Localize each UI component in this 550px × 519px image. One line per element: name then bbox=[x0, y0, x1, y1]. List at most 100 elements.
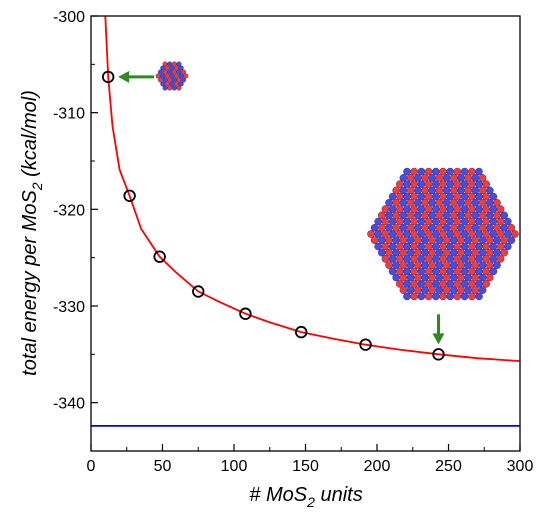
atom bbox=[428, 261, 437, 270]
atom bbox=[377, 236, 386, 244]
atom bbox=[410, 267, 419, 276]
atom bbox=[435, 286, 444, 294]
atom bbox=[395, 217, 404, 226]
arrow-head-1 bbox=[432, 333, 445, 345]
x-tick-label-3: 150 bbox=[292, 458, 319, 475]
atom bbox=[395, 205, 404, 213]
atom bbox=[446, 292, 455, 301]
atom bbox=[403, 267, 411, 276]
atom bbox=[413, 248, 422, 257]
atom bbox=[453, 205, 462, 213]
data-point bbox=[153, 250, 166, 263]
y-axis-label: total energy per MoS2 (kcal/mol) bbox=[19, 90, 45, 376]
atom bbox=[424, 280, 433, 288]
atom bbox=[406, 236, 415, 244]
atom bbox=[478, 286, 487, 294]
atom bbox=[457, 198, 465, 207]
atom bbox=[453, 267, 462, 276]
atom bbox=[485, 248, 494, 257]
atom bbox=[475, 242, 483, 251]
atom bbox=[183, 73, 189, 79]
atom bbox=[406, 174, 415, 182]
atom bbox=[410, 180, 419, 188]
large-nanoparticle-inset bbox=[367, 167, 519, 301]
atom bbox=[388, 267, 397, 276]
y-axis-label-main: total energy per MoS bbox=[19, 190, 41, 376]
atom bbox=[431, 267, 440, 276]
atom bbox=[180, 69, 186, 75]
atom bbox=[403, 217, 411, 226]
atom bbox=[385, 236, 393, 244]
atom bbox=[457, 236, 465, 244]
atom bbox=[449, 174, 458, 182]
atom bbox=[417, 217, 426, 226]
atom bbox=[507, 236, 516, 244]
atom bbox=[471, 211, 480, 220]
x-tick-label-1: 50 bbox=[154, 458, 172, 475]
atom bbox=[171, 85, 177, 91]
atom bbox=[460, 267, 469, 276]
atom bbox=[449, 223, 458, 232]
atom bbox=[421, 261, 429, 270]
atom bbox=[453, 292, 462, 301]
atom bbox=[464, 186, 473, 195]
atom bbox=[475, 292, 483, 301]
atom bbox=[374, 217, 383, 226]
atom bbox=[453, 255, 462, 263]
atom bbox=[410, 230, 419, 238]
atom bbox=[439, 230, 447, 238]
atom bbox=[410, 217, 419, 226]
atom bbox=[417, 267, 426, 276]
y-tick-label-1: -330 bbox=[53, 299, 85, 316]
atom bbox=[453, 180, 462, 188]
atom bbox=[460, 180, 469, 188]
atom bbox=[503, 242, 512, 251]
atom bbox=[442, 198, 451, 207]
atom bbox=[435, 211, 444, 220]
atom bbox=[464, 174, 473, 182]
atom bbox=[403, 255, 411, 263]
atom bbox=[403, 180, 411, 188]
atom bbox=[406, 198, 415, 207]
atom bbox=[489, 255, 498, 263]
atom bbox=[446, 167, 455, 176]
atom bbox=[485, 261, 494, 270]
x-tick-label-0: 0 bbox=[87, 458, 96, 475]
atom bbox=[457, 248, 465, 257]
atom bbox=[475, 180, 483, 188]
atom bbox=[442, 186, 451, 195]
atom bbox=[180, 77, 186, 83]
series-line-1 bbox=[104, 16, 520, 362]
atom bbox=[467, 167, 476, 176]
atom bbox=[431, 180, 440, 188]
atom bbox=[449, 236, 458, 244]
atom bbox=[496, 242, 505, 251]
atom bbox=[392, 198, 401, 207]
atom bbox=[449, 273, 458, 282]
x-axis-label-main: # MoS bbox=[249, 484, 307, 506]
atom bbox=[471, 174, 480, 182]
atom bbox=[424, 255, 433, 263]
atom bbox=[493, 261, 501, 270]
atom bbox=[435, 273, 444, 282]
atom bbox=[478, 261, 487, 270]
atom bbox=[406, 273, 415, 282]
atom bbox=[424, 217, 433, 226]
atom bbox=[464, 248, 473, 257]
atom bbox=[471, 236, 480, 244]
atom bbox=[417, 205, 426, 213]
atom bbox=[489, 192, 498, 201]
atom bbox=[478, 211, 487, 220]
atom bbox=[395, 242, 404, 251]
atom bbox=[439, 280, 447, 288]
atom bbox=[381, 255, 390, 263]
atom bbox=[496, 255, 505, 263]
atom bbox=[403, 292, 411, 301]
y-tick-label-4: -300 bbox=[53, 9, 85, 26]
arrow-head-0 bbox=[118, 70, 130, 83]
atom bbox=[493, 198, 501, 207]
data-point bbox=[123, 189, 136, 203]
atom bbox=[377, 211, 386, 220]
atom bbox=[496, 205, 505, 213]
